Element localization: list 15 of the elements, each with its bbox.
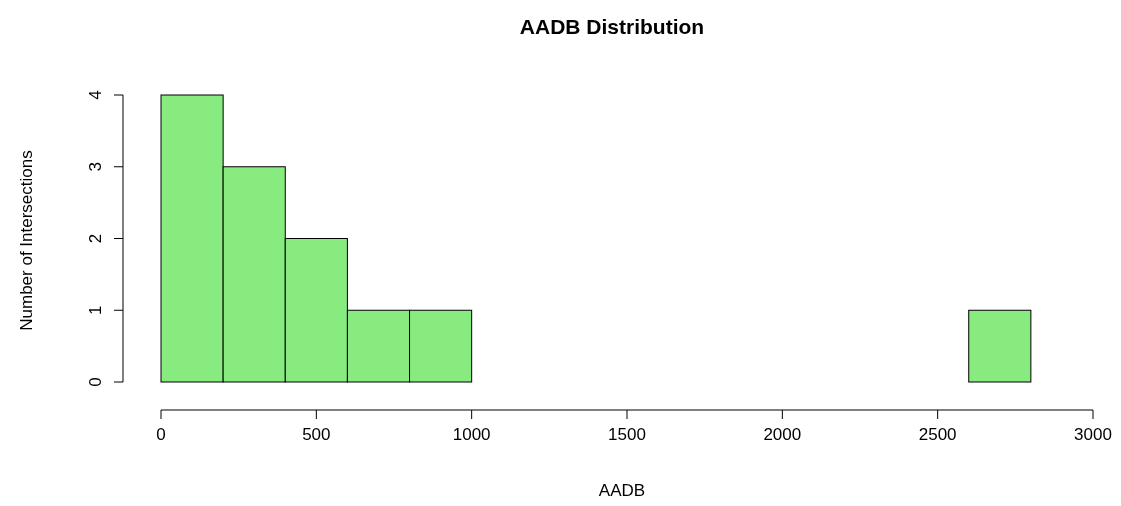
x-tick-label: 3000 bbox=[1074, 425, 1112, 444]
x-axis-title: AADB bbox=[598, 481, 646, 500]
y-tick-label: 2 bbox=[86, 233, 105, 244]
x-tick-label: 1500 bbox=[608, 425, 646, 444]
y-tick-label: 0 bbox=[86, 377, 105, 387]
y-tick-label: 3 bbox=[86, 162, 105, 172]
chart-title: AADB Distribution bbox=[519, 15, 705, 38]
x-tick-label: 2500 bbox=[918, 425, 957, 444]
y-tick-label: 1 bbox=[86, 305, 105, 315]
y-axis-title: Number of Intersections bbox=[17, 150, 36, 331]
y-tick-label: 4 bbox=[86, 90, 105, 100]
x-tick-label: 1000 bbox=[452, 425, 491, 444]
x-tick-label: 0 bbox=[156, 425, 166, 444]
x-tick-label: 500 bbox=[302, 425, 331, 444]
x-tick-label: 2000 bbox=[763, 425, 802, 444]
